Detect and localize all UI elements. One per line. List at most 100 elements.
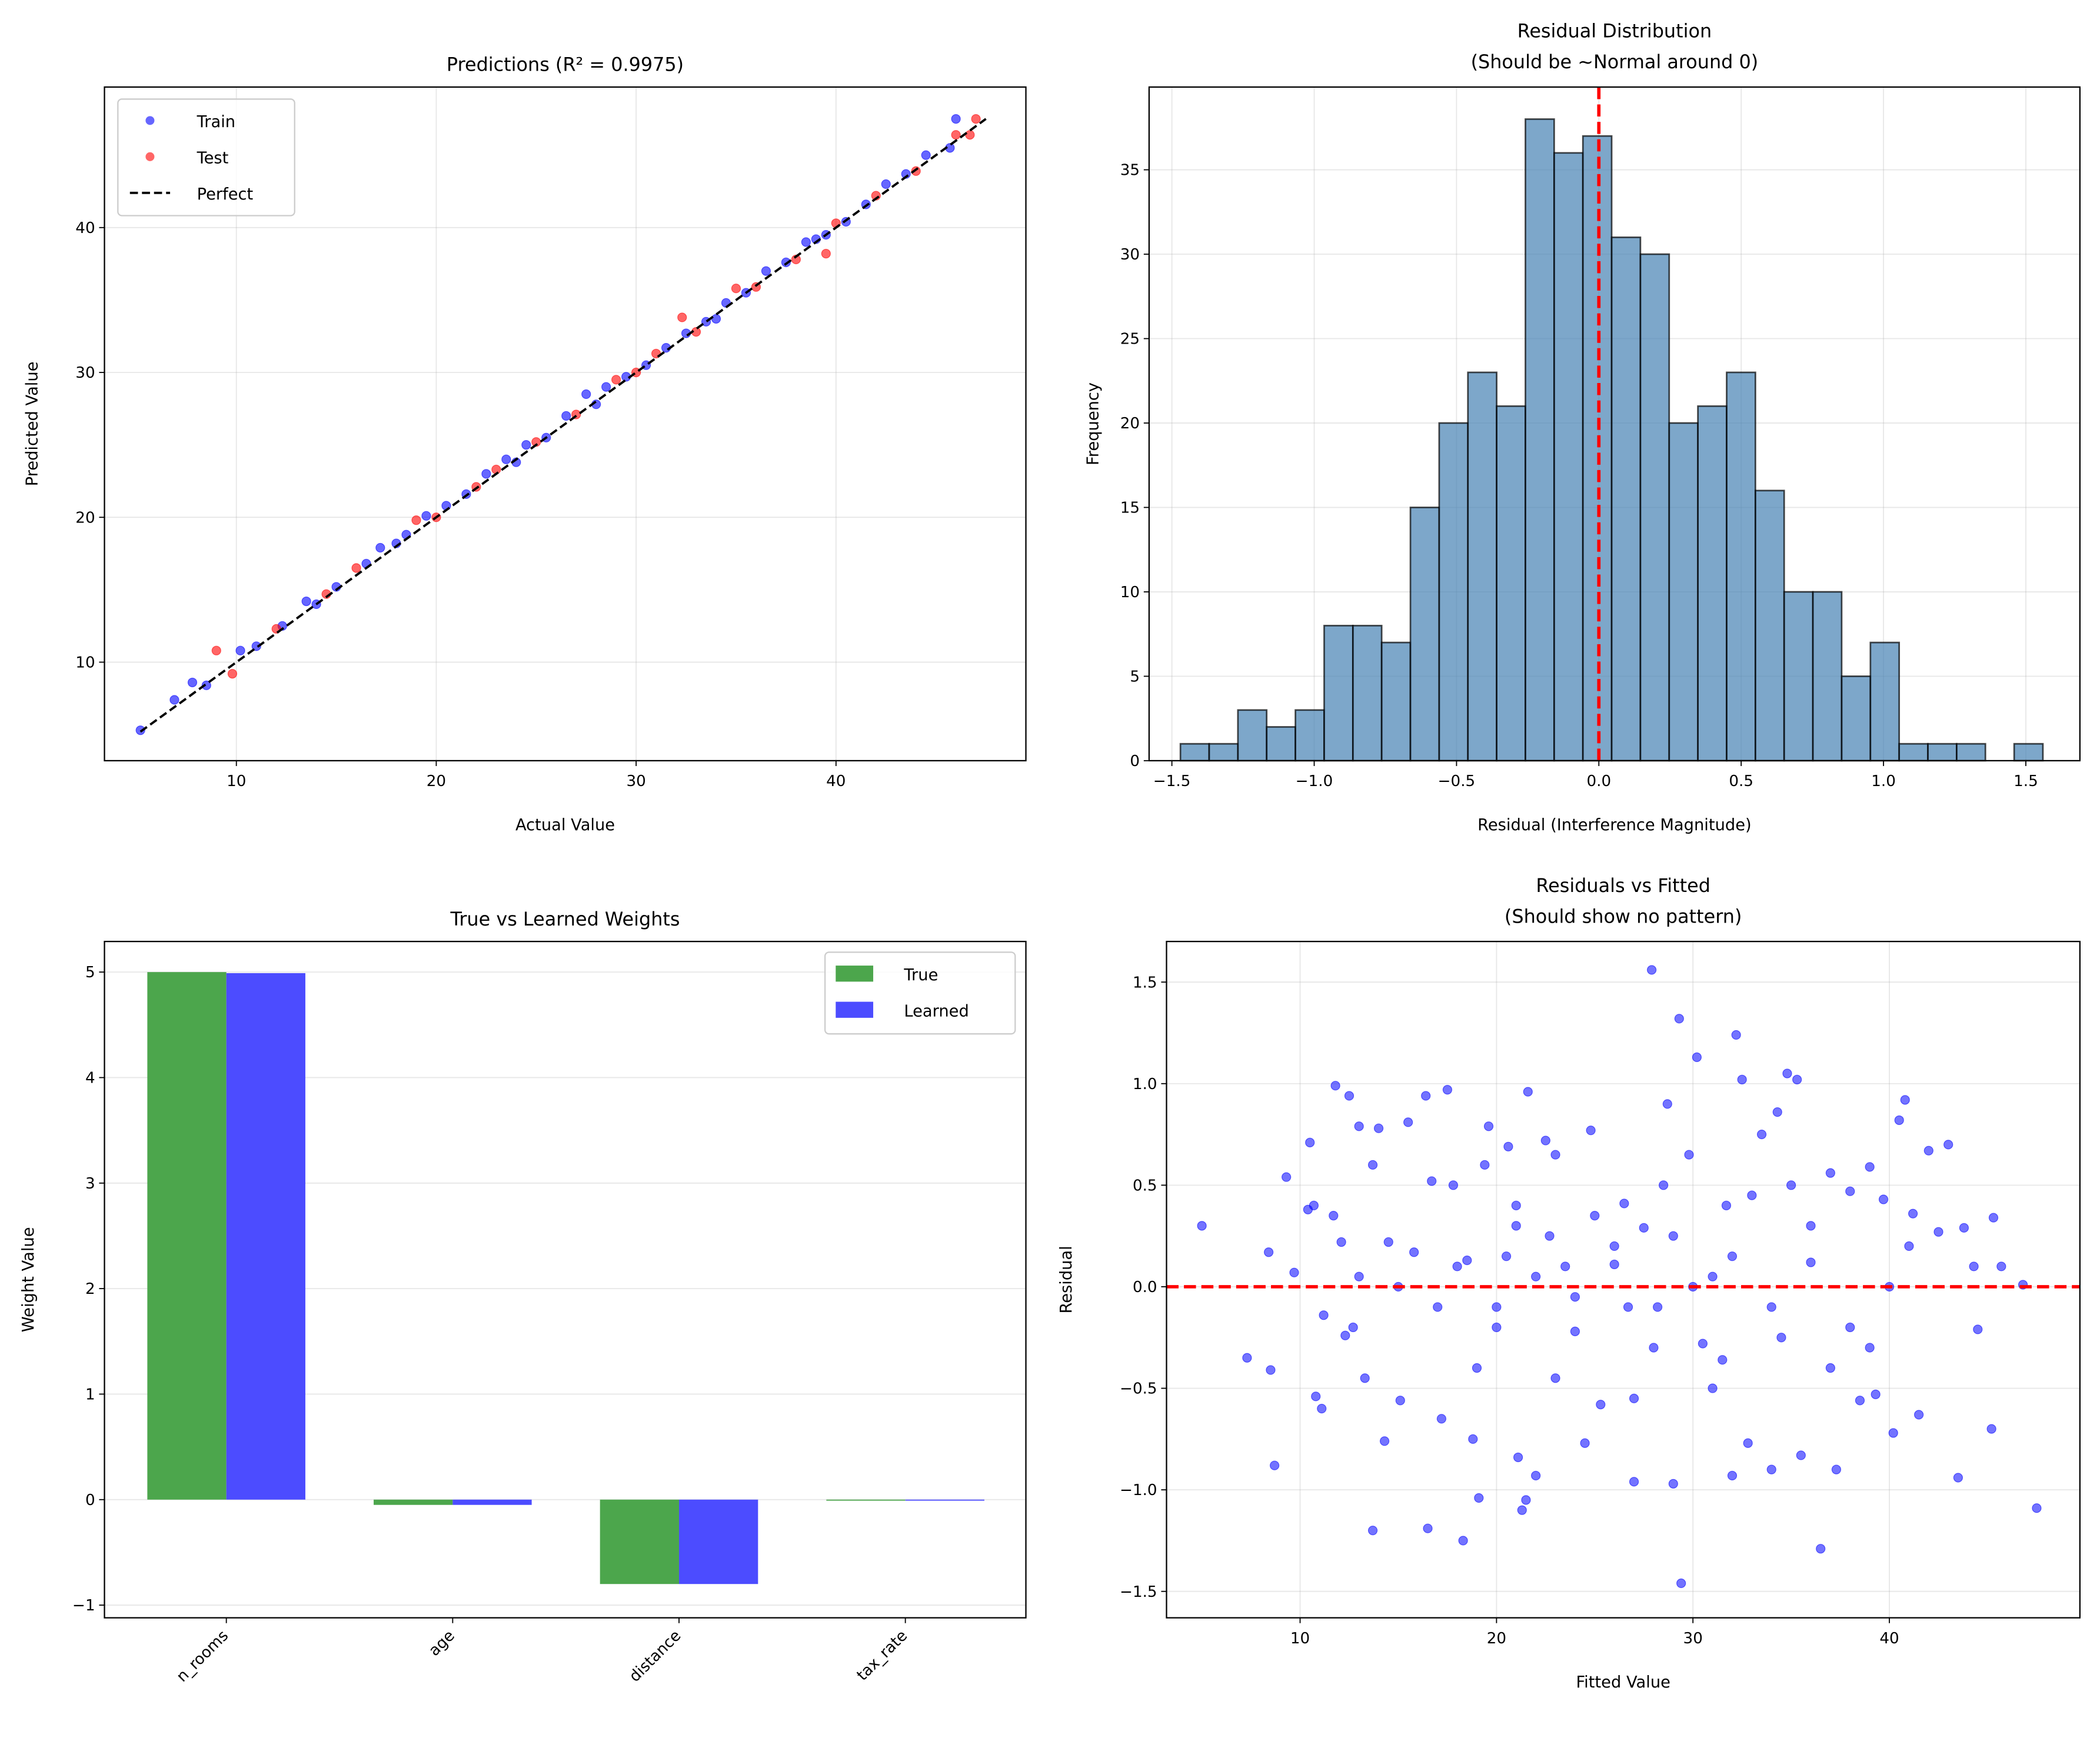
residual-point (1629, 1477, 1639, 1487)
residual-point (1629, 1393, 1639, 1403)
residual-point (1782, 1068, 1792, 1078)
residual-point (1360, 1373, 1370, 1383)
legend-marker-train (145, 116, 155, 125)
histogram-bar (1266, 726, 1296, 762)
y-tick-label: 15 (1120, 500, 1140, 517)
residual-point (1825, 1363, 1835, 1373)
test-point (951, 130, 961, 140)
residual-point (1619, 1199, 1629, 1209)
histogram-bar (1208, 743, 1239, 762)
x-tick-label: 10 (227, 773, 246, 790)
residual-point (1319, 1310, 1329, 1320)
residual-point (1684, 1150, 1694, 1160)
residual-point (1501, 1251, 1512, 1261)
y-tick-label: 20 (1120, 415, 1140, 432)
legend-label-test: Test (197, 149, 229, 168)
y-tick-label: 5 (85, 964, 95, 981)
axes-frame (1166, 940, 2081, 1619)
train-point (601, 382, 611, 392)
y-tick-label: 20 (75, 509, 95, 527)
y-tick-label: 30 (1120, 246, 1140, 264)
residual-point (1442, 1085, 1452, 1095)
residual-point (1511, 1221, 1521, 1231)
chart-title-line-1: Residual Distribution (1517, 20, 1712, 42)
residual-point (1668, 1479, 1678, 1489)
histogram-bar (1610, 236, 1642, 762)
residual-point (1242, 1353, 1252, 1363)
x-tick-label: 40 (1879, 1630, 1899, 1647)
axes-frame (1148, 86, 2081, 761)
histogram-bar (1380, 641, 1412, 762)
residual-point (1727, 1251, 1738, 1261)
axes-frame (104, 86, 1027, 761)
legend-label-true: True (903, 966, 938, 984)
residual-point (1395, 1396, 1405, 1406)
learned-weight-bar (679, 1499, 758, 1584)
histogram-bar (1869, 641, 1901, 762)
residual-point (1900, 1095, 1910, 1105)
histogram-bar (1783, 591, 1814, 762)
residual-point (1550, 1373, 1560, 1383)
residual-point (1766, 1464, 1776, 1474)
residual-point (1340, 1330, 1350, 1340)
residual-point (1825, 1168, 1835, 1178)
train-point (501, 454, 511, 464)
test-point (351, 563, 361, 573)
y-tick-label: 1 (85, 1386, 95, 1404)
histogram-bar (1553, 152, 1584, 762)
true-weight-bar (600, 1499, 680, 1584)
histogram-bar (1237, 709, 1268, 762)
residual-point (1647, 965, 1657, 975)
y-tick-label: 3 (85, 1175, 95, 1193)
learned-weight-bar (905, 1499, 984, 1501)
y-tick-label: 30 (75, 364, 95, 382)
true-weight-bar (147, 972, 227, 1500)
histogram-bar (1352, 624, 1383, 762)
chart-title: Predictions (R² = 0.9975) (447, 54, 684, 76)
y-tick-label: 0.0 (1133, 1279, 1157, 1296)
test-point (965, 130, 975, 140)
x-tick-label: 10 (1290, 1630, 1310, 1647)
residual-point (1474, 1493, 1484, 1503)
y-tick-label: 0 (85, 1492, 95, 1509)
residual-point (1329, 1211, 1339, 1221)
residual-point (1668, 1231, 1678, 1241)
residual-point (1403, 1117, 1413, 1127)
residual-point (1492, 1302, 1502, 1312)
x-tick-label: 20 (427, 773, 446, 790)
residual-point (1468, 1434, 1478, 1444)
residual-point (1540, 1136, 1550, 1146)
histogram-bar (1438, 422, 1469, 762)
residual-point (1943, 1140, 1953, 1150)
train-point (169, 695, 179, 705)
test-point (227, 669, 238, 679)
residual-point (2032, 1503, 2042, 1513)
x-tick-label: 40 (826, 773, 846, 790)
residual-point (1483, 1121, 1494, 1131)
y-tick-label: 10 (1120, 584, 1140, 601)
legend-label-learned: Learned (904, 1003, 969, 1021)
histogram-bar (1812, 591, 1843, 762)
legend-swatch-learned (836, 1001, 874, 1018)
residual-point (1531, 1470, 1541, 1481)
residual-point (1692, 1052, 1702, 1062)
category-label: age (425, 1627, 458, 1660)
x-axis-label: Residual (Interference Magnitude) (1477, 816, 1752, 834)
residual-point (1609, 1241, 1619, 1251)
residual-point (1354, 1271, 1364, 1281)
residual-point (1580, 1438, 1590, 1448)
residual-point (1731, 1030, 1741, 1040)
residual-point (1721, 1200, 1732, 1210)
legend-label-train: Train (197, 113, 236, 131)
residual-point (1871, 1389, 1881, 1399)
histogram-bar (1697, 405, 1728, 762)
residual-point (1521, 1495, 1531, 1505)
train-point (481, 469, 491, 479)
residual-point (1747, 1190, 1757, 1200)
legend-marker-test (145, 152, 155, 161)
legend-label-perfect: Perfect (197, 185, 254, 204)
predictions-chart: 10 20 30 40 10 20 30 40 Predictions (R² = 0.9975… (24, 54, 1027, 834)
histogram-bar (1409, 507, 1440, 762)
train-point (881, 179, 891, 189)
residual-point (1289, 1267, 1299, 1277)
